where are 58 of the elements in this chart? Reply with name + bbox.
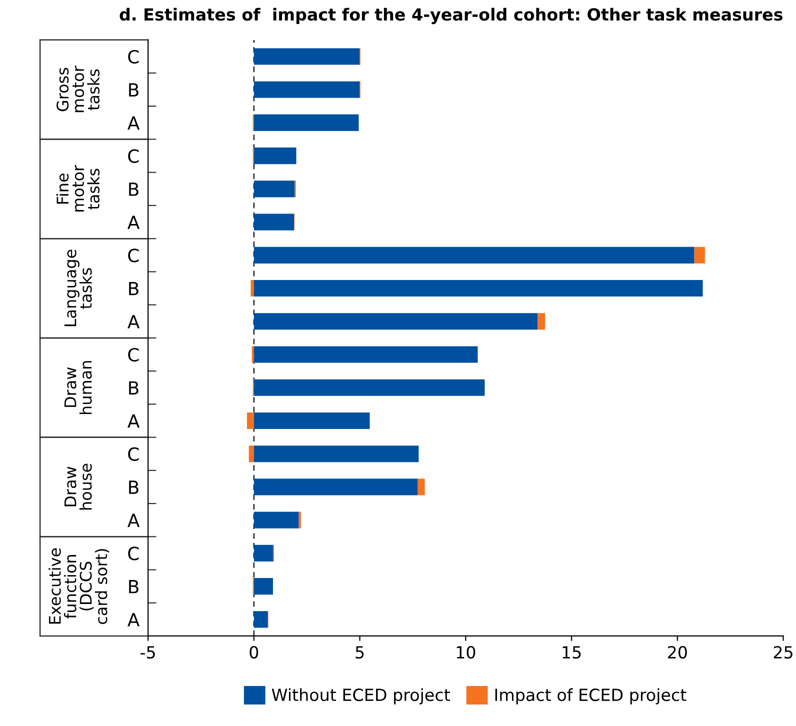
bar: [254, 512, 299, 528]
text: Executive function (DCCS card sort): [48, 548, 110, 624]
x-tick-label: 5: [356, 646, 364, 659]
text: Gross motor tasks: [56, 66, 100, 112]
y-tick-label: B: [129, 282, 138, 296]
bar: [254, 611, 268, 628]
x-tick-label: 10: [456, 646, 476, 659]
chart-title: d. Estimates of impact for the 4-year-old cohort: Other task measures: [120, 8, 782, 24]
y-tick-label: B: [129, 580, 138, 594]
y-tick-label: C: [128, 546, 139, 560]
bar: [538, 313, 546, 330]
y-tick-label: A: [128, 315, 140, 328]
legend-label: Impact of ECED project: [495, 688, 686, 704]
x-tick-label: 25: [774, 646, 792, 659]
bar: [254, 114, 359, 131]
bar: [418, 478, 425, 496]
bar: [254, 313, 538, 330]
bar: [254, 346, 478, 363]
legend-label: Without ECED project: [272, 688, 450, 704]
x-tick-label: 20: [668, 646, 687, 659]
text: Fine motor tasks: [56, 164, 100, 212]
y-tick-label: C: [128, 348, 139, 362]
bar: [254, 578, 273, 595]
bar: [254, 48, 360, 65]
text: Draw human: [64, 361, 92, 414]
bar: [254, 478, 418, 496]
bar: [254, 246, 694, 264]
y-tick-label: B: [129, 381, 138, 394]
y-tick-label: C: [128, 149, 139, 163]
bar: [248, 446, 254, 462]
text: Draw house: [64, 464, 92, 510]
y-tick-label: C: [128, 50, 139, 64]
x-tick-label: 15: [562, 646, 581, 659]
y-tick-label: A: [128, 514, 140, 527]
y-tick-label: A: [128, 216, 140, 229]
y-tick-label: C: [128, 447, 139, 461]
y-tick-label: A: [128, 613, 140, 626]
bar: [694, 246, 705, 264]
text: Language tasks: [64, 250, 92, 326]
bar: [254, 148, 296, 164]
x-tick-label: -5: [140, 646, 155, 659]
y-tick-label: B: [129, 83, 138, 96]
bar: [246, 412, 254, 430]
y-tick-label: B: [129, 182, 138, 196]
bar: [254, 280, 703, 297]
bar: [254, 446, 419, 462]
bar: [250, 280, 254, 297]
bar: [254, 214, 294, 230]
y-tick-label: A: [128, 414, 140, 428]
bar: [254, 412, 370, 430]
bar: [254, 81, 360, 98]
x-tick-label: 0: [250, 646, 258, 659]
y-tick-label: B: [129, 480, 138, 494]
bar: [254, 544, 273, 562]
bar: [254, 379, 485, 396]
bar: [254, 180, 295, 198]
y-tick-label: A: [128, 116, 140, 130]
y-tick-label: C: [128, 248, 139, 262]
